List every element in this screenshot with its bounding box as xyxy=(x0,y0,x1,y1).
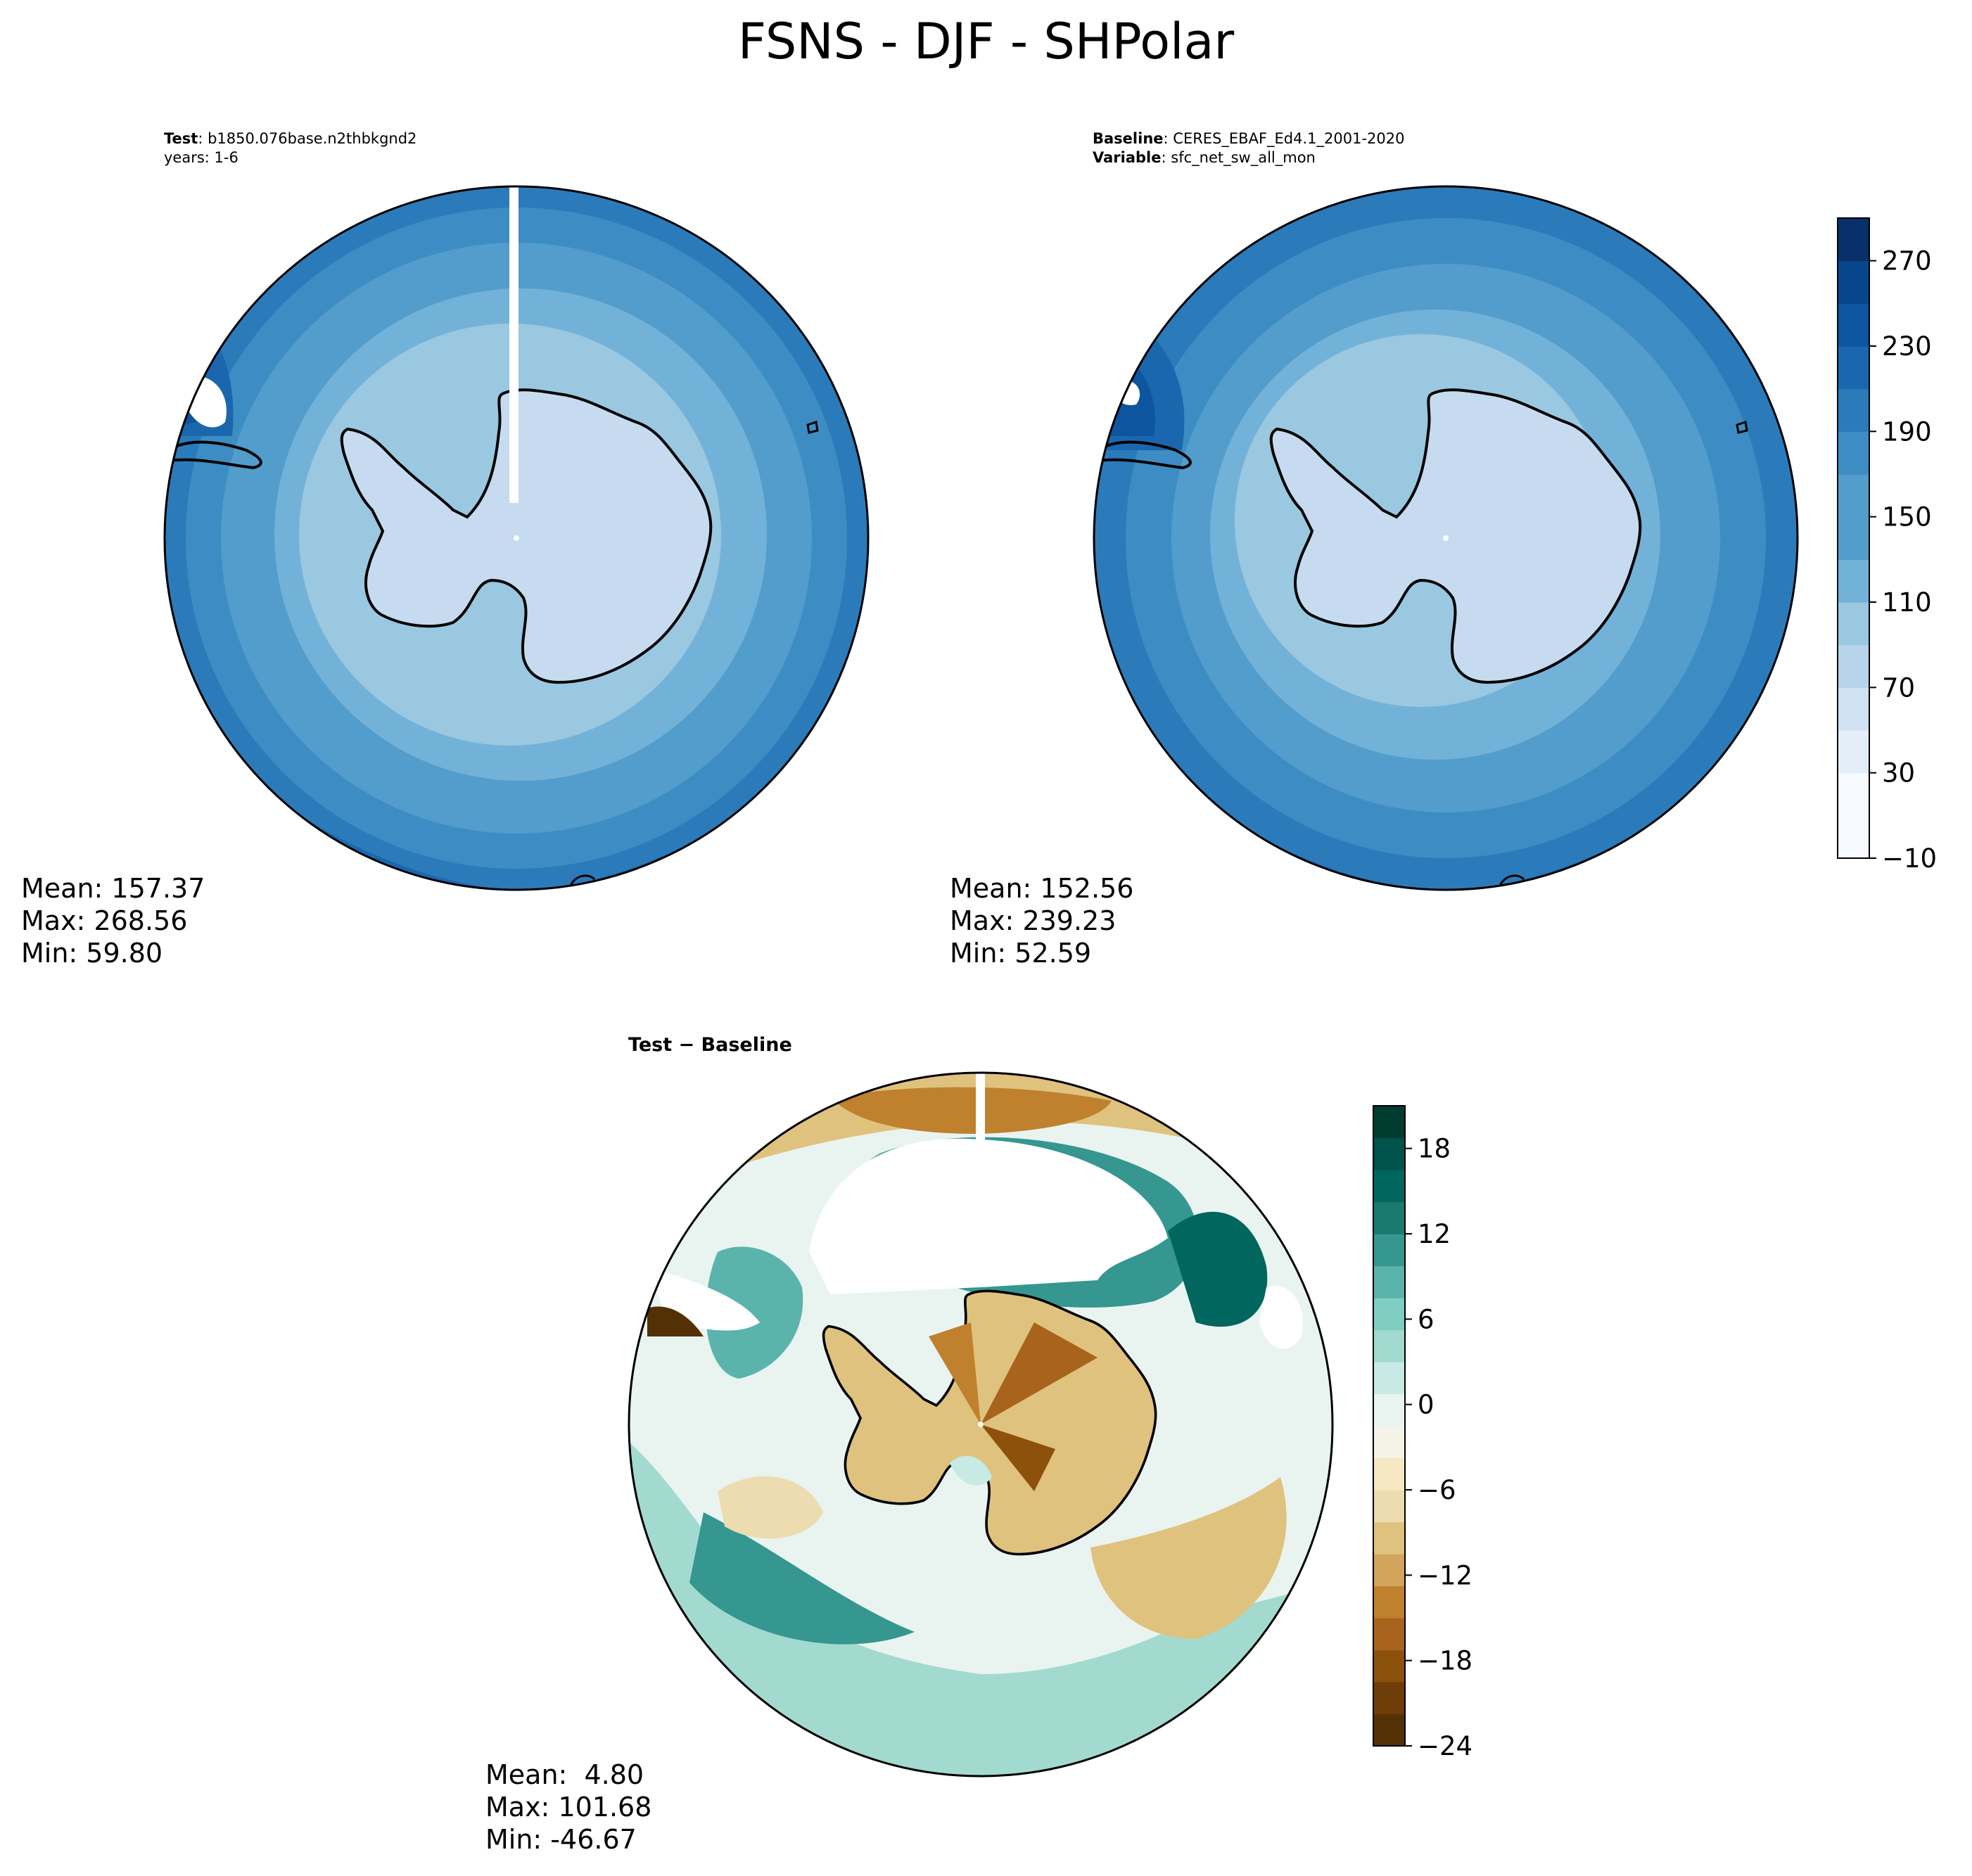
figure-title: FSNS - DJF - SHPolar xyxy=(737,13,1235,70)
baseline-colorbar-swatch xyxy=(1838,815,1869,859)
difference-colorbar-swatch xyxy=(1373,1362,1405,1395)
baseline-map-field xyxy=(1094,186,1798,890)
difference-colorbar-tick-label: 6 xyxy=(1418,1304,1435,1334)
baseline-max: Max: 239.23 xyxy=(950,905,1117,936)
baseline-colorbar-tick-label: 30 xyxy=(1882,758,1915,789)
difference-colorbar-swatch xyxy=(1373,1234,1405,1267)
baseline-label: Baseline xyxy=(1093,130,1164,147)
difference-colorbar-swatch xyxy=(1373,1393,1405,1427)
baseline-colorbar-swatch xyxy=(1838,516,1869,560)
test-annotation: Test: b1850.076base.n2thbkgnd2 years: 1-… xyxy=(164,130,417,166)
difference-mean: Mean: 4.80 xyxy=(485,1759,644,1790)
difference-colorbar-swatch xyxy=(1373,1618,1405,1651)
baseline-mean: Mean: 152.56 xyxy=(950,873,1134,904)
baseline-colorbar-swatch xyxy=(1838,644,1869,688)
test-case-name: b1850.076base.n2thbkgnd2 xyxy=(208,130,417,147)
baseline-colorbar-swatch xyxy=(1838,218,1869,262)
difference-colorbar-swatch xyxy=(1373,1490,1405,1523)
difference-colorbar-tick-label: 0 xyxy=(1418,1390,1435,1420)
baseline-colorbar-swatch xyxy=(1838,559,1869,603)
baseline-colorbar-swatch xyxy=(1838,602,1869,646)
test-label: Test xyxy=(164,130,198,147)
test-map xyxy=(163,185,870,891)
difference-map xyxy=(628,1071,1334,1778)
baseline-annotation: Baseline: CERES_EBAF_Ed4.1_2001-2020 Var… xyxy=(1093,130,1405,166)
difference-colorbar-tick-label: 12 xyxy=(1418,1219,1451,1249)
difference-colorbar-swatch xyxy=(1373,1554,1405,1587)
difference-title: Test − Baseline xyxy=(628,1034,792,1056)
baseline-colorbar-swatch xyxy=(1838,303,1869,347)
baseline-colorbar-swatch xyxy=(1838,474,1869,518)
difference-colorbar-swatch xyxy=(1373,1682,1405,1715)
test-stats: Mean: 157.37 Max: 268.56 Min: 59.80 xyxy=(21,872,205,969)
test-min: Min: 59.80 xyxy=(21,938,163,969)
baseline-map xyxy=(1093,185,1799,891)
baseline-colorbar-swatch xyxy=(1838,388,1869,432)
test-mean: Mean: 157.37 xyxy=(21,873,205,904)
baseline-colorbar-swatch xyxy=(1838,431,1869,475)
difference-max: Max: 101.68 xyxy=(485,1792,652,1823)
baseline-colorbar-swatch xyxy=(1838,730,1869,774)
baseline-colorbar-swatch xyxy=(1838,687,1869,731)
baseline-colorbar-tick-label: 70 xyxy=(1882,672,1915,703)
difference-stats: Mean: 4.80 Max: 101.68 Min: -46.67 xyxy=(485,1759,651,1856)
baseline-stats: Mean: 152.56 Max: 239.23 Min: 52.59 xyxy=(950,872,1133,969)
baseline-colorbar-swatch xyxy=(1838,346,1869,390)
difference-colorbar-swatch xyxy=(1373,1329,1405,1363)
difference-colorbar-tick-label: −6 xyxy=(1418,1475,1456,1505)
baseline-colorbar: 270 230 190 150 110 70 30 −10 xyxy=(1837,217,1937,874)
difference-colorbar-tick-label: 18 xyxy=(1418,1134,1451,1164)
difference-colorbar-swatch xyxy=(1373,1714,1405,1747)
difference-colorbar-swatch xyxy=(1373,1650,1405,1683)
test-max: Max: 268.56 xyxy=(21,905,188,936)
baseline-colorbar-tick-label: 230 xyxy=(1882,331,1932,362)
baseline-colorbar-swatch xyxy=(1838,260,1869,304)
test-years: years: 1-6 xyxy=(164,149,238,166)
difference-map-field xyxy=(629,1073,1332,1776)
baseline-colorbar-tick-label: −10 xyxy=(1882,843,1937,874)
baseline-colorbar-tick-label: 270 xyxy=(1882,246,1932,276)
baseline-colorbar-tick-label: 110 xyxy=(1882,587,1932,618)
difference-colorbar-frame xyxy=(1373,1105,1406,1747)
difference-colorbar: 18 12 6 0 −6 −12 −18 −24 xyxy=(1373,1105,1472,1761)
difference-colorbar-swatch xyxy=(1373,1265,1405,1298)
difference-colorbar-tick-label: −18 xyxy=(1418,1646,1472,1676)
difference-colorbar-swatch xyxy=(1373,1201,1405,1234)
difference-colorbar-swatch xyxy=(1373,1106,1405,1139)
difference-colorbar-swatch xyxy=(1373,1457,1405,1491)
test-map-field xyxy=(165,186,868,890)
difference-colorbar-swatch xyxy=(1373,1137,1405,1170)
difference-colorbar-swatch xyxy=(1373,1426,1405,1459)
difference-min: Min: -46.67 xyxy=(485,1824,637,1855)
baseline-colorbar-tick-label: 150 xyxy=(1882,502,1932,532)
difference-colorbar-swatch xyxy=(1373,1170,1405,1203)
difference-colorbar-tick-label: −24 xyxy=(1418,1731,1472,1761)
variable-name: sfc_net_sw_all_mon xyxy=(1171,149,1316,166)
baseline-colorbar-swatch xyxy=(1838,772,1869,816)
baseline-min: Min: 52.59 xyxy=(950,938,1092,969)
baseline-colorbar-frame xyxy=(1837,217,1870,859)
variable-label: Variable xyxy=(1093,149,1162,166)
difference-colorbar-tick-label: −12 xyxy=(1418,1560,1472,1590)
baseline-dataset: CERES_EBAF_Ed4.1_2001-2020 xyxy=(1173,130,1405,147)
difference-colorbar-swatch xyxy=(1373,1298,1405,1331)
difference-colorbar-swatch xyxy=(1373,1521,1405,1555)
baseline-colorbar-tick-label: 190 xyxy=(1882,416,1932,447)
difference-colorbar-swatch xyxy=(1373,1585,1405,1619)
